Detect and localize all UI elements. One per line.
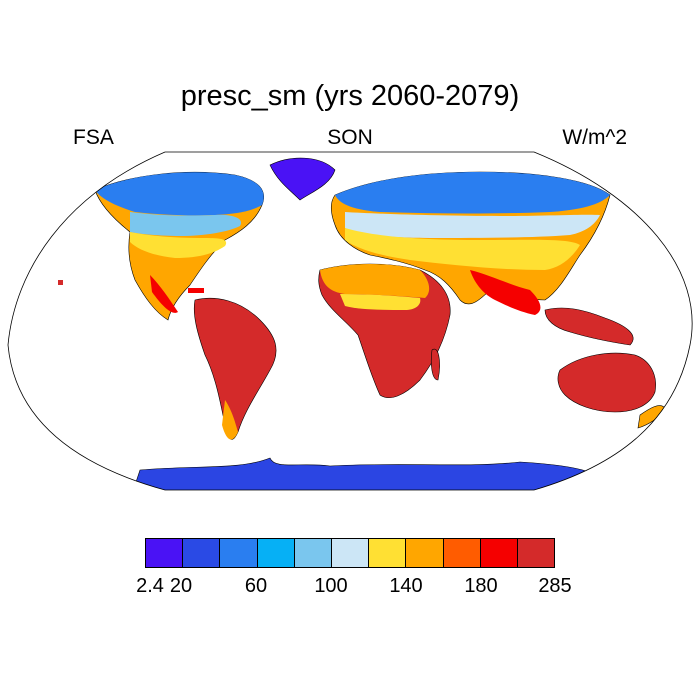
units-label: W/m^2: [562, 126, 627, 149]
colorbar: [145, 538, 555, 568]
sea-islands-region: [544, 307, 634, 346]
madagascar-region: [430, 348, 440, 381]
asia-red-south: [470, 270, 541, 315]
caribbean-islands: [188, 288, 204, 293]
colorbar-swatch-6: [369, 539, 407, 567]
colorbar-swatch-1: [183, 539, 221, 567]
eurasia-polar: [335, 172, 610, 214]
eurasia-yellow: [345, 228, 580, 270]
north-america-polar: [95, 172, 264, 216]
colorbar-tick-label: 180: [464, 575, 498, 597]
colorbar-swatch-10: [517, 539, 555, 567]
eurasia-pale: [345, 212, 600, 238]
mexico-red: [150, 275, 178, 313]
colorbar-swatch-3: [257, 539, 295, 567]
new-zealand-region: [637, 405, 666, 429]
variable-label: FSA: [73, 126, 114, 149]
north-america-mid: [130, 212, 242, 236]
colorbar-tick-label: 140: [389, 575, 423, 597]
globe-outline: [7, 151, 693, 491]
colorbar-swatch-7: [406, 539, 444, 567]
colorbar-swatch-9: [480, 539, 518, 567]
north-america-yellow: [130, 232, 227, 258]
pacific-island: [58, 280, 63, 285]
australia-region: [557, 352, 656, 413]
colorbar-swatch-2: [220, 539, 258, 567]
africa-north-orange: [320, 264, 430, 298]
season-label: SON: [327, 126, 373, 149]
colorbar-swatch-8: [443, 539, 481, 567]
south-america-region: [193, 297, 277, 440]
colorbar-tick-label: 285: [538, 575, 572, 597]
greenland-region: [269, 157, 336, 201]
colorbar-swatch-0: [146, 539, 184, 567]
colorbar-tick-label: 60: [244, 575, 268, 597]
colorbar-tick-label: 2.4: [136, 575, 164, 597]
figure-title: presc_sm (yrs 2060-2079): [180, 80, 520, 112]
colorbar-tick-label: 20: [169, 575, 193, 597]
colorbar-tick-label: 100: [314, 575, 348, 597]
antarctica-region: [129, 457, 621, 490]
colorbar-swatch-5: [331, 539, 370, 567]
africa-sahel-yellow: [340, 294, 421, 310]
colorbar-swatch-4: [294, 539, 332, 567]
south-america-tip: [222, 400, 238, 440]
